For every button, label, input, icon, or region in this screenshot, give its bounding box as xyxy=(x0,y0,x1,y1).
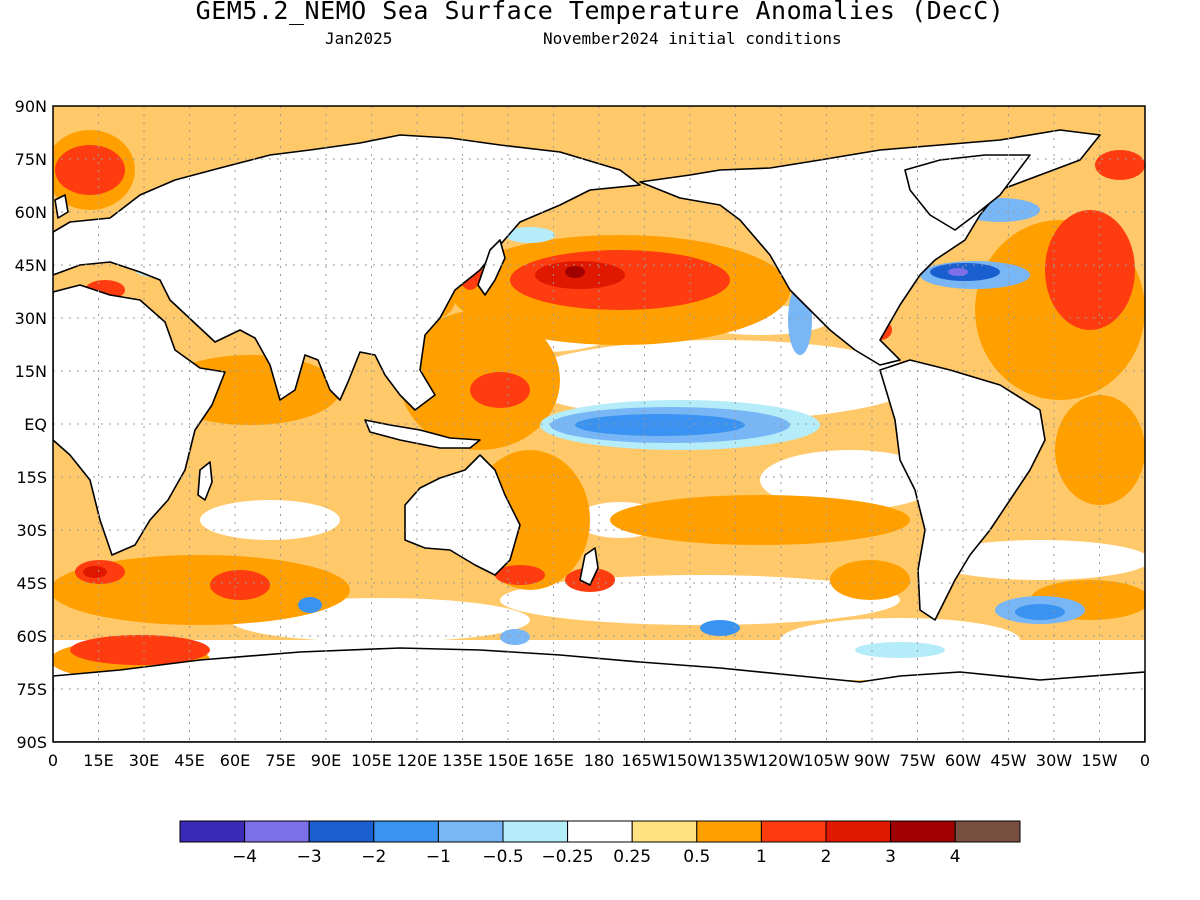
extreme-warm-spot xyxy=(565,266,585,278)
colorbar-label: 4 xyxy=(950,847,961,867)
indonesia-land xyxy=(364,419,481,449)
colorbar-label: −4 xyxy=(232,847,257,867)
lat-label: 90N xyxy=(15,97,47,116)
colorbar-label: 0.5 xyxy=(683,847,710,867)
lat-label: 60N xyxy=(15,203,47,222)
colorbar-label: −0.25 xyxy=(542,847,594,867)
lat-label: 45N xyxy=(15,256,47,275)
lat-label: 45S xyxy=(16,574,47,593)
lon-label: 150E xyxy=(488,751,529,770)
colorbar-swatch xyxy=(502,820,569,843)
lon-label: 15W xyxy=(1081,751,1117,770)
lon-label: 45W xyxy=(990,751,1026,770)
eurasia-land xyxy=(53,134,641,411)
lon-label: 15E xyxy=(83,751,113,770)
forecast-month: Jan2025 xyxy=(325,29,393,48)
graticule xyxy=(53,106,1145,742)
lat-label: 75N xyxy=(15,150,47,169)
lon-label: 105E xyxy=(351,751,392,770)
lon-label: 90E xyxy=(311,751,341,770)
lon-label: 135W xyxy=(712,751,759,770)
colorbar-swatch xyxy=(308,820,375,843)
lon-label: 180 xyxy=(584,751,615,770)
colorbar-swatch xyxy=(825,820,892,843)
uk-land xyxy=(54,194,69,219)
lat-label: 60S xyxy=(16,627,47,646)
new-zealand-land xyxy=(579,547,599,586)
colorbar-swatch xyxy=(373,820,439,843)
colorbar-label: −0.5 xyxy=(482,847,523,867)
lon-label: 30E xyxy=(129,751,159,770)
greenland-land xyxy=(904,154,1031,231)
lon-label: 150W xyxy=(667,751,714,770)
colorbar-swatch xyxy=(696,820,762,843)
lon-label: 30W xyxy=(1036,751,1072,770)
lon-label: 120W xyxy=(758,751,805,770)
lat-label: 75S xyxy=(16,680,47,699)
madagascar-land xyxy=(197,461,213,501)
initial-conditions-label: November2024 initial conditions xyxy=(543,29,842,48)
lon-label: 0 xyxy=(1140,751,1150,770)
lat-label: 15S xyxy=(16,468,47,487)
lon-label: 165W xyxy=(621,751,668,770)
land-masses xyxy=(53,129,1145,742)
lon-label: 0 xyxy=(48,751,58,770)
lon-label: 165E xyxy=(533,751,574,770)
colorbar-label: −1 xyxy=(426,847,451,867)
lon-label: 45E xyxy=(174,751,204,770)
colorbar-label: −2 xyxy=(361,847,386,867)
lon-label: 75W xyxy=(899,751,935,770)
lon-label: 135E xyxy=(442,751,483,770)
map-frame xyxy=(52,105,1146,743)
lat-label: 90S xyxy=(16,733,47,752)
lat-label: EQ xyxy=(24,415,47,434)
colorbar: −4 −3 −2 −1 −0.5 −0.25 0.25 0.5 1 2 3 4 xyxy=(179,820,1021,867)
lat-label: 30N xyxy=(15,309,47,328)
colorbar-swatch xyxy=(631,820,698,843)
colorbar-label: 3 xyxy=(885,847,896,867)
colorbar-swatch xyxy=(179,820,246,843)
lat-label: 15N xyxy=(15,362,47,381)
lon-label: 60W xyxy=(945,751,981,770)
lon-label: 75E xyxy=(265,751,295,770)
lon-label: 90W xyxy=(854,751,890,770)
colorbar-label: 0.25 xyxy=(613,847,651,867)
map-title: GEM5.2_NEMO Sea Surface Temperature Anom… xyxy=(195,0,1005,25)
antarctica-land xyxy=(53,647,1145,742)
colorbar-swatch xyxy=(244,820,310,843)
lat-label: 30S xyxy=(16,521,47,540)
lon-label: 105W xyxy=(803,751,850,770)
colorbar-swatch xyxy=(890,820,956,843)
colorbar-swatch xyxy=(760,820,827,843)
colorbar-swatch xyxy=(567,820,633,843)
japan-land xyxy=(477,239,506,296)
longitude-labels: 0 15E 30E 45E 60E 75E 90E 105E 120E 135E… xyxy=(48,751,1150,770)
lon-label: 60E xyxy=(220,751,250,770)
equatorial-cold-tongue xyxy=(540,400,820,450)
colorbar-label: 1 xyxy=(756,847,767,867)
lon-label: 120E xyxy=(397,751,438,770)
colorbar-label: −3 xyxy=(297,847,322,867)
latitude-labels: 90N 75N 60N 45N 30N 15N EQ 15S 30S 45S 6… xyxy=(15,97,47,752)
colorbar-swatch xyxy=(954,820,1021,843)
colorbar-label: 2 xyxy=(821,847,832,867)
colorbar-swatch xyxy=(437,820,504,843)
